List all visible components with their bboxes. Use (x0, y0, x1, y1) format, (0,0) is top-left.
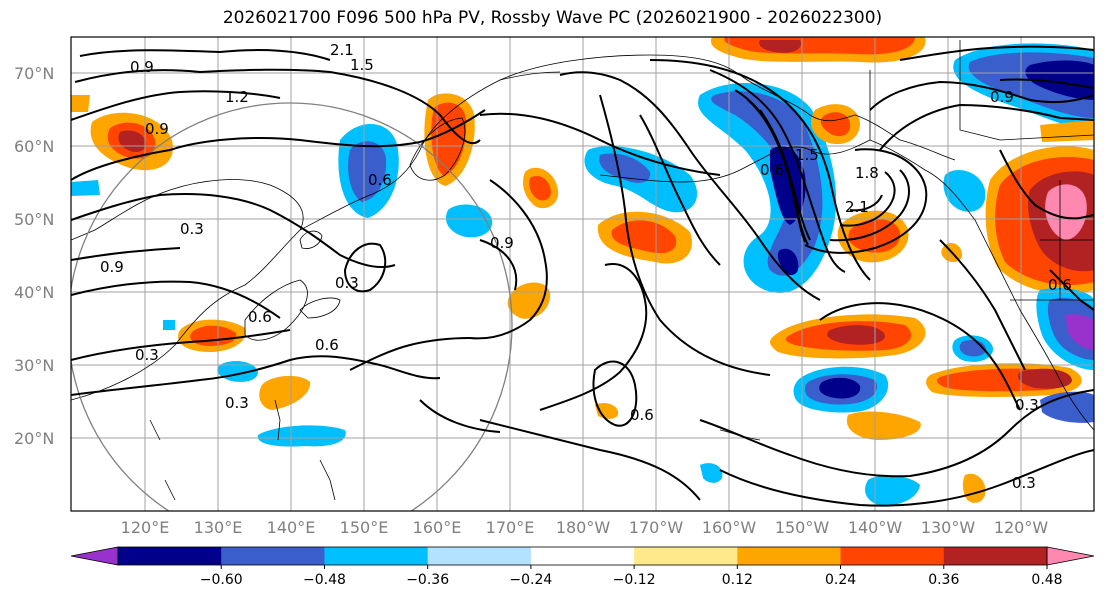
contour-label: 0.6 (630, 406, 654, 424)
latitude-label: 60°N (14, 137, 54, 156)
contour-label: 0.9 (100, 258, 124, 276)
map-title: 2026021700 F096 500 hPa PV, Rossby Wave … (222, 8, 883, 28)
contour-label: 0.6 (1048, 276, 1072, 294)
contour-label: 0.9 (990, 88, 1014, 106)
contour-label: 0.3 (180, 220, 204, 238)
colorbar-tick-label: 0.24 (825, 572, 856, 588)
contour-label: 1.5 (795, 146, 819, 164)
colorbar-tick-label: −0.48 (303, 572, 346, 588)
colorbar-segment (324, 547, 429, 565)
colorbar-tick-label: −0.12 (613, 572, 656, 588)
longitude-label: 160°W (702, 518, 757, 537)
colorbar-frame (117, 546, 1048, 566)
colorbar-extend-low (70, 546, 119, 566)
contour-label: 2.1 (845, 198, 869, 216)
latitude-label: 70°N (14, 64, 54, 83)
contour-labels: 0.9 2.1 1.5 1.2 0.9 0.6 0.3 0.9 0.9 0.3 … (100, 41, 1072, 492)
contour-label: 1.2 (225, 88, 249, 106)
colorbar-tick-label: −0.24 (509, 572, 552, 588)
longitude-label: 120°E (121, 518, 170, 537)
contour-label: 0.3 (225, 394, 249, 412)
longitude-label: 160°E (413, 518, 462, 537)
coastlines (71, 40, 1094, 501)
latitude-label: 50°N (14, 210, 54, 229)
colorbar-segment (427, 547, 532, 565)
longitude-label: 120°W (994, 518, 1049, 537)
colorbar-tick-label: 0.36 (928, 572, 959, 588)
colorbar-extend-high (1046, 546, 1095, 566)
contour-label: 0.6 (315, 336, 339, 354)
longitude-label: 150°E (340, 518, 389, 537)
contour-label: 1.5 (350, 56, 374, 74)
longitude-label: 180°W (556, 518, 611, 537)
graticule (71, 37, 1094, 511)
pv-contours (71, 45, 1094, 507)
contour-label: 2.1 (330, 41, 354, 59)
contour-label: 0.6 (368, 171, 392, 189)
latitude-label: 40°N (14, 283, 54, 302)
contour-label: 0.3 (1012, 474, 1036, 492)
colorbar-tick-label: −0.36 (406, 572, 449, 588)
longitude-label: 170°E (486, 518, 535, 537)
contour-label: 0.6 (248, 308, 272, 326)
longitude-labels: 120°E 130°E 140°E 150°E 160°E 170°E 180°… (121, 518, 1049, 537)
longitude-label: 140°W (848, 518, 903, 537)
contour-label: 0.9 (130, 58, 154, 76)
latitude-label: 30°N (14, 356, 54, 375)
longitude-label: 130°E (194, 518, 243, 537)
colorbar-segment (840, 547, 945, 565)
colorbar: −0.60 −0.48 −0.36 −0.24 −0.12 0.12 0.24 0.36 0.4… (70, 546, 1095, 588)
colorbar-tick-label: 0.12 (722, 572, 753, 588)
colorbar-segments (70, 546, 1095, 566)
longitude-label: 140°E (267, 518, 316, 537)
colorbar-tick-label: −0.60 (200, 572, 243, 588)
contour-label: 0.6 (760, 161, 784, 179)
colorbar-segment (118, 547, 222, 565)
contour-label: 0.3 (135, 346, 159, 364)
latitude-labels: 70°N 60°N 50°N 40°N 30°N 20°N (14, 64, 54, 448)
colorbar-segment (634, 547, 738, 565)
colorbar-segment (737, 547, 842, 565)
contour-label: 0.9 (145, 120, 169, 138)
map-frame (70, 36, 1095, 512)
longitude-label: 130°W (921, 518, 976, 537)
longitude-label: 170°W (629, 518, 684, 537)
contour-label: 0.3 (1015, 396, 1039, 414)
colorbar-segment (530, 547, 635, 565)
latitude-label: 20°N (14, 429, 54, 448)
colorbar-ticks: −0.60 −0.48 −0.36 −0.24 −0.12 0.12 0.24 0.36 0.4… (200, 565, 1063, 588)
colorbar-segment (221, 547, 325, 565)
distance-circle (71, 102, 513, 511)
colorbar-tick-label: 0.48 (1031, 572, 1062, 588)
contour-label: 1.8 (855, 164, 879, 182)
contour-label: 0.3 (335, 274, 359, 292)
colorbar-segment (943, 547, 1048, 565)
longitude-label: 150°W (775, 518, 830, 537)
contour-label: 0.9 (490, 234, 514, 252)
